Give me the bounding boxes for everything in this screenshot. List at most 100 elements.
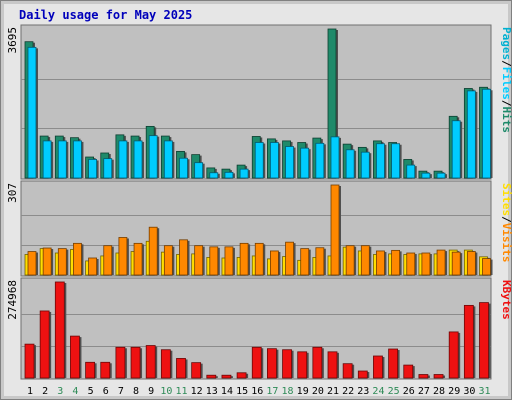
bar-visits-day-9	[148, 226, 158, 276]
y-max-label: 274968	[6, 280, 19, 320]
bar-visits-day-27	[421, 252, 431, 276]
bar-visits-day-2	[42, 247, 52, 276]
x-tick-label: 4	[72, 386, 78, 397]
bar-kbytes-day-30	[463, 304, 474, 379]
bar-kbytes-day-26	[403, 364, 414, 379]
bar-visits-day-7	[118, 237, 128, 276]
bar-kbytes-day-22	[342, 363, 353, 379]
panel-visits-sites: 307 Sites/Visits	[6, 180, 512, 277]
x-tick-label: 7	[118, 386, 124, 397]
bar-files-day-18	[285, 146, 294, 179]
bar-kbytes-day-16	[251, 346, 262, 379]
bar-visits-day-17	[269, 250, 279, 276]
bar-files-day-9	[148, 135, 158, 179]
bar-files-day-30	[466, 90, 476, 179]
bar-files-day-29	[451, 120, 461, 179]
bar-files-day-19	[300, 147, 310, 179]
bar-kbytes-day-8	[130, 346, 141, 379]
x-tick-label: 11	[175, 386, 187, 397]
bar-kbytes-day-23	[357, 370, 368, 379]
x-tick-label: 16	[251, 386, 263, 397]
bar-visits-day-22	[345, 245, 355, 276]
bar-visits-day-12	[194, 245, 204, 276]
bar-visits-day-30	[466, 251, 476, 276]
x-tick-label: 28	[433, 386, 445, 397]
x-tick-label: 20	[312, 386, 324, 397]
bar-files-day-21	[330, 136, 340, 179]
panel-hits-files: 3695 Pages/Files/Hits	[6, 24, 512, 180]
x-tick-label: 24	[372, 386, 384, 397]
bar-files-day-16	[254, 142, 264, 179]
x-tick-label: 29	[448, 386, 460, 397]
bar-files-day-31	[482, 88, 491, 179]
x-tick-label: 6	[103, 386, 109, 397]
bar-visits-day-8	[133, 242, 143, 276]
x-tick-label: 1	[27, 386, 33, 397]
panel-kbytes: 274968 KBytes	[6, 277, 512, 380]
x-tick-label: 12	[191, 386, 203, 397]
legend-separator: /	[500, 216, 512, 223]
legend-entry: Pages	[500, 27, 512, 60]
x-tick-label: 25	[388, 386, 400, 397]
x-tick-label: 10	[160, 386, 172, 397]
bar-kbytes-day-14	[221, 374, 232, 379]
bar-visits-day-5	[88, 257, 97, 276]
bar-visits-day-24	[376, 250, 385, 276]
legend-label: KBytes	[500, 280, 512, 320]
x-tick-label: 14	[221, 386, 233, 397]
bar-kbytes-day-10	[160, 349, 171, 379]
bar-kbytes-day-13	[206, 374, 217, 379]
bar-files-day-23	[360, 151, 370, 179]
bar-files-day-20	[315, 142, 325, 179]
legend-separator: /	[500, 100, 512, 107]
x-tick-label: 17	[266, 386, 278, 397]
bar-kbytes-day-27	[418, 374, 429, 379]
bar-files-day-13	[209, 172, 219, 179]
bar-files-day-17	[269, 142, 279, 179]
bar-kbytes-day-29	[448, 331, 459, 379]
bar-visits-day-11	[179, 239, 188, 276]
bar-files-day-3	[57, 140, 67, 179]
bar-visits-day-10	[163, 245, 173, 276]
bar-kbytes-day-19	[297, 351, 308, 379]
x-tick-label: 8	[133, 386, 139, 397]
bar-files-day-25	[391, 143, 401, 179]
bar-files-day-8	[133, 140, 143, 179]
bar-files-day-28	[436, 172, 446, 179]
legend-separator: /	[500, 60, 512, 67]
bar-files-day-2	[42, 140, 52, 179]
bar-kbytes-day-6	[100, 361, 111, 379]
x-axis-labels: 1 2 3 4 5 6 7 8 9 10 11 12 13 14 15 16 17 18 19 20 21 22 23 24 2…	[27, 386, 491, 397]
bar-files-day-4	[73, 140, 82, 179]
x-tick-label: 31	[478, 386, 490, 397]
bar-visits-day-31	[482, 258, 491, 276]
bar-kbytes-day-20	[312, 346, 323, 379]
bar-visits-day-29	[451, 251, 461, 276]
x-tick-label: 2	[42, 386, 48, 397]
bar-kbytes-day-31	[479, 302, 489, 379]
bar-kbytes-day-2	[39, 310, 50, 379]
chart-title: Daily usage for May 2025	[19, 8, 193, 22]
bar-kbytes-day-18	[282, 349, 292, 379]
bar-kbytes-day-3	[54, 281, 65, 379]
legend-label: Pages/Files/Hits	[500, 27, 512, 133]
bar-files-day-26	[406, 164, 416, 179]
legend-entry: Hits	[500, 107, 512, 134]
bar-files-day-6	[103, 158, 113, 179]
bar-kbytes-day-4	[70, 335, 80, 379]
bar-kbytes-day-5	[85, 361, 95, 379]
bar-visits-day-16	[254, 242, 264, 276]
y-max-label: 307	[6, 183, 19, 203]
bar-kbytes-day-11	[176, 358, 186, 379]
bar-files-day-11	[179, 157, 188, 179]
x-tick-label: 18	[282, 386, 294, 397]
legend-label: Sites/Visits	[500, 183, 512, 263]
x-tick-label: 3	[57, 386, 63, 397]
bar-files-day-12	[194, 162, 204, 179]
bar-files-day-7	[118, 140, 128, 179]
x-tick-label: 15	[236, 386, 248, 397]
bar-kbytes-day-7	[115, 346, 126, 379]
legend-entry: Visits	[500, 223, 512, 263]
